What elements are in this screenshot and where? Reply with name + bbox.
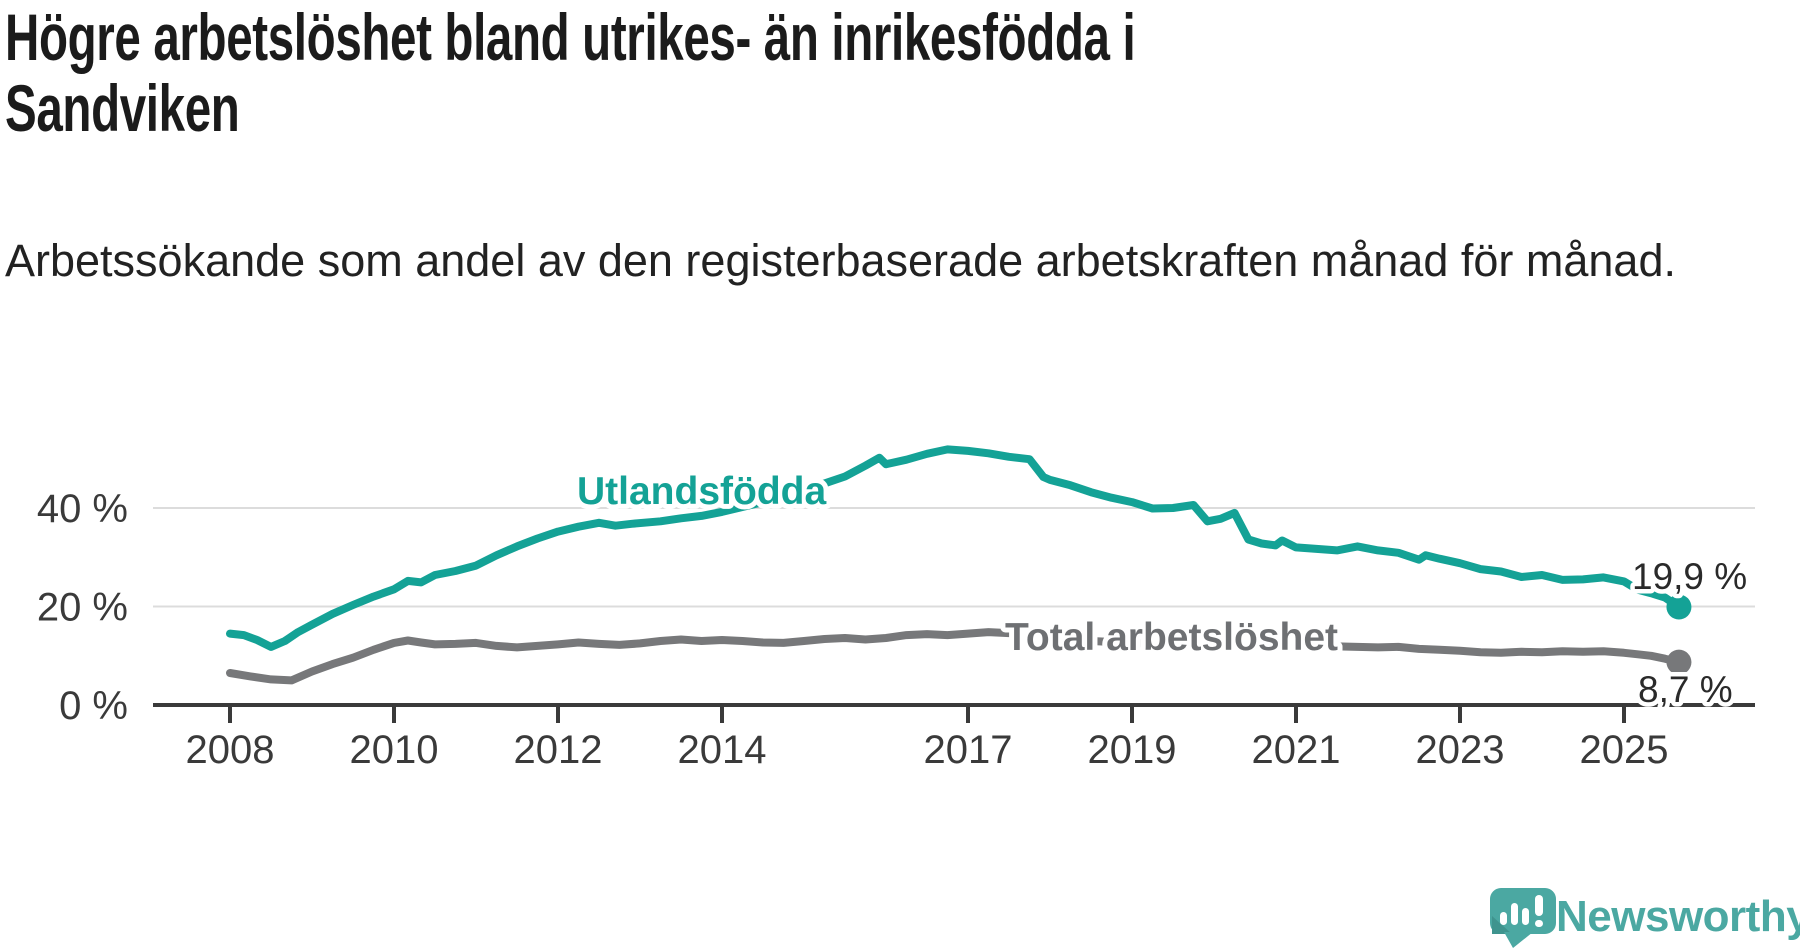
x-tick-label-2025: 2025 xyxy=(1580,728,1669,772)
x-tick-label-2008: 2008 xyxy=(186,728,275,772)
newsworthy-speech-bubble xyxy=(1490,888,1556,948)
y-tick-label-40: 40 % xyxy=(37,487,128,531)
x-tick-label-2017: 2017 xyxy=(924,728,1013,772)
chart-title: Högre arbetslöshet bland utrikes- än inr… xyxy=(5,0,1136,146)
series-label-utlandsfodda: Utlandsfödda xyxy=(577,470,826,513)
series-line-total-arbetsloshet xyxy=(226,628,1683,685)
end-value-label-total-arbetsloshet: 8,7 % xyxy=(1638,669,1733,710)
x-tick-label-2014: 2014 xyxy=(678,728,767,772)
newsworthy-brand-text: Newsworthy xyxy=(1556,892,1800,941)
y-tick-label-20: 20 % xyxy=(37,586,128,630)
x-tick-label-2023: 2023 xyxy=(1416,728,1505,772)
series-end-dot-utlandsfodda xyxy=(1666,594,1692,620)
series-label-total-arbetsloshet: Total arbetslöshet xyxy=(1005,616,1338,659)
end-value-label-utlandsfodda: 19,9 % xyxy=(1632,556,1747,597)
chart-subtitle: Arbetssökande som andel av den registerb… xyxy=(5,235,1676,286)
series-line-utlandsfodda xyxy=(226,445,1683,651)
x-tick-label-2010: 2010 xyxy=(350,728,439,772)
series-end-dot-total-arbetsloshet xyxy=(1666,649,1692,675)
x-tick-label-2021: 2021 xyxy=(1252,728,1341,772)
y-tick-label-0: 0 % xyxy=(59,684,128,728)
x-tick-label-2019: 2019 xyxy=(1088,728,1177,772)
x-tick-label-2012: 2012 xyxy=(514,728,603,772)
